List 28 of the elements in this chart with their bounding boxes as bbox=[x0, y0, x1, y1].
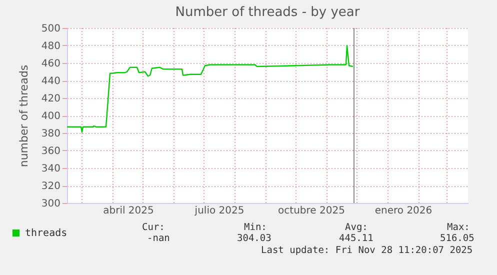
y-tick-label: 440 bbox=[41, 76, 60, 87]
text: Min: bbox=[244, 222, 267, 233]
legend-label: threads bbox=[25, 228, 68, 239]
text: Avg: bbox=[345, 222, 368, 233]
x-tick-label: abril 2025 bbox=[103, 206, 154, 216]
y-tick-label: 320 bbox=[41, 181, 60, 192]
x-tick-label: julio 2025 bbox=[194, 206, 244, 216]
line-series bbox=[66, 44, 354, 133]
chart-title: Number of threads - by year bbox=[175, 5, 360, 20]
y-tick-label: 400 bbox=[41, 111, 60, 122]
text: 304.03 bbox=[237, 233, 272, 244]
text: Cur: bbox=[142, 222, 165, 233]
text: Last update: Fri Nov 28 11:20:07 2025 bbox=[261, 245, 473, 256]
text: 445.11 bbox=[339, 233, 374, 244]
y-tick-label: 420 bbox=[41, 94, 60, 104]
x-tick-label: octubre 2025 bbox=[278, 206, 345, 216]
y-tick-label: 460 bbox=[41, 58, 60, 70]
y-tick-label: 380 bbox=[41, 128, 60, 140]
y-tick-label: 360 bbox=[41, 146, 60, 157]
text: 516.05 bbox=[440, 233, 474, 244]
text: Max: bbox=[447, 222, 470, 233]
x-tick-label: enero 2026 bbox=[374, 206, 432, 216]
y-tick-label: 300 bbox=[41, 198, 60, 210]
text: -nan bbox=[147, 233, 170, 244]
y-tick-label: 340 bbox=[41, 164, 60, 174]
y-tick-label: 480 bbox=[41, 41, 60, 52]
y-tick-label: 500 bbox=[41, 24, 60, 34]
y-axis-title: number of threads bbox=[17, 64, 30, 168]
